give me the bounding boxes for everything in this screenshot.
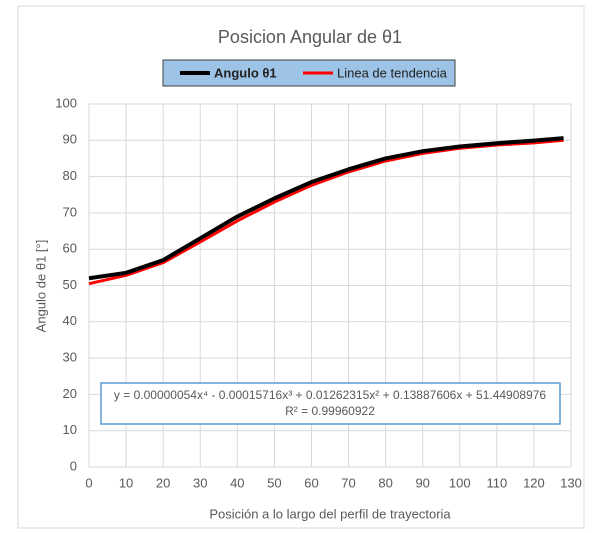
chart-title: Posicion Angular de θ1 [218,27,402,47]
x-tick-label: 30 [193,475,207,490]
x-tick-label: 60 [304,475,318,490]
x-tick-label: 90 [415,475,429,490]
y-tick-label: 40 [63,313,77,328]
x-tick-label: 20 [156,475,170,490]
x-tick-label: 100 [449,475,471,490]
x-tick-label: 110 [486,475,507,490]
annotation-text: R² = 0.99960922 [285,404,375,418]
y-axis-label: Angulo de θ1 [°] [33,240,48,333]
legend-label: Linea de tendencia [337,65,448,80]
legend-label: Angulo θ1 [214,65,277,80]
x-axis-label: Posición a lo largo del perfil de trayec… [209,506,451,521]
x-tick-label: 70 [341,475,355,490]
y-tick-label: 60 [63,241,77,256]
y-tick-label: 50 [63,277,77,292]
y-tick-label: 20 [63,386,77,401]
x-tick-label: 80 [378,475,392,490]
y-tick-label: 80 [63,168,77,183]
y-tick-label: 100 [55,95,77,110]
x-tick-label: 0 [85,475,92,490]
annotation-text: y = 0.00000054x⁴ - 0.00015716x³ + 0.0126… [114,388,547,402]
annotation-box [100,382,561,425]
x-tick-label: 130 [560,475,582,490]
y-tick-label: 10 [63,422,77,437]
x-tick-label: 50 [267,475,281,490]
y-tick-label: 90 [63,132,77,147]
x-tick-label: 120 [523,475,545,490]
series-line [88,136,564,281]
x-tick-label: 10 [119,475,133,490]
chart-frame [17,5,585,529]
y-tick-label: 0 [70,458,77,473]
x-tick-label: 40 [230,475,244,490]
y-tick-label: 30 [63,350,77,365]
y-tick-label: 70 [63,204,77,219]
